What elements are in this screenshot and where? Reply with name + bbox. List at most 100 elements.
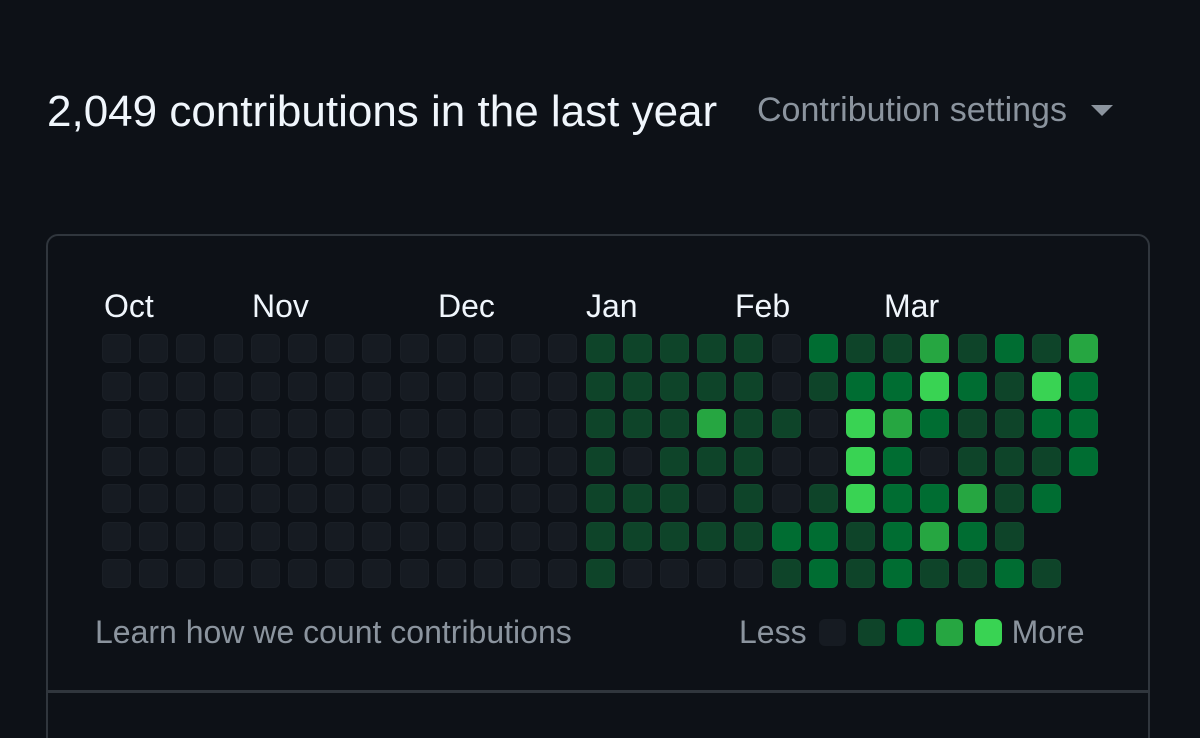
contribution-cell[interactable] bbox=[623, 559, 652, 588]
contribution-cell[interactable] bbox=[809, 559, 838, 588]
contribution-cell[interactable] bbox=[883, 447, 912, 476]
contribution-cell[interactable] bbox=[362, 447, 391, 476]
contribution-cell[interactable] bbox=[586, 484, 615, 513]
contribution-cell[interactable] bbox=[660, 447, 689, 476]
contribution-cell[interactable] bbox=[474, 372, 503, 401]
contribution-cell[interactable] bbox=[772, 447, 801, 476]
contribution-cell[interactable] bbox=[883, 409, 912, 438]
contribution-cell[interactable] bbox=[846, 409, 875, 438]
contribution-cell[interactable] bbox=[474, 409, 503, 438]
contribution-cell[interactable] bbox=[1032, 559, 1061, 588]
contribution-cell[interactable] bbox=[251, 522, 280, 551]
contribution-cell[interactable] bbox=[772, 522, 801, 551]
contribution-cell[interactable] bbox=[400, 372, 429, 401]
contribution-cell[interactable] bbox=[809, 409, 838, 438]
contribution-cell[interactable] bbox=[325, 484, 354, 513]
contribution-cell[interactable] bbox=[846, 559, 875, 588]
contribution-cell[interactable] bbox=[511, 559, 540, 588]
contribution-cell[interactable] bbox=[251, 409, 280, 438]
contribution-cell[interactable] bbox=[846, 447, 875, 476]
contribution-cell[interactable] bbox=[139, 447, 168, 476]
contribution-cell[interactable] bbox=[176, 559, 205, 588]
contribution-cell[interactable] bbox=[697, 409, 726, 438]
contribution-cell[interactable] bbox=[809, 372, 838, 401]
contribution-cell[interactable] bbox=[958, 484, 987, 513]
contribution-cell[interactable] bbox=[362, 484, 391, 513]
contribution-cell[interactable] bbox=[437, 372, 466, 401]
contribution-cell[interactable] bbox=[697, 334, 726, 363]
contribution-cell[interactable] bbox=[1032, 334, 1061, 363]
contribution-cell[interactable] bbox=[846, 484, 875, 513]
contribution-cell[interactable] bbox=[586, 447, 615, 476]
contribution-cell[interactable] bbox=[548, 372, 577, 401]
contribution-cell[interactable] bbox=[362, 334, 391, 363]
contribution-cell[interactable] bbox=[958, 522, 987, 551]
contribution-cell[interactable] bbox=[400, 334, 429, 363]
contribution-cell[interactable] bbox=[400, 484, 429, 513]
contribution-cell[interactable] bbox=[1069, 372, 1098, 401]
contribution-cell[interactable] bbox=[362, 409, 391, 438]
contribution-cell[interactable] bbox=[325, 559, 354, 588]
contribution-cell[interactable] bbox=[1069, 409, 1098, 438]
contribution-cell[interactable] bbox=[176, 372, 205, 401]
contribution-cell[interactable] bbox=[474, 484, 503, 513]
learn-how-we-count-link[interactable]: Learn how we count contributions bbox=[95, 614, 572, 650]
contribution-cell[interactable] bbox=[176, 484, 205, 513]
contribution-cell[interactable] bbox=[623, 484, 652, 513]
contribution-cell[interactable] bbox=[325, 334, 354, 363]
contribution-settings-dropdown[interactable]: Contribution settings bbox=[757, 88, 1113, 132]
contribution-cell[interactable] bbox=[1069, 334, 1098, 363]
contribution-cell[interactable] bbox=[1069, 447, 1098, 476]
contribution-cell[interactable] bbox=[288, 522, 317, 551]
contribution-cell[interactable] bbox=[734, 522, 763, 551]
contribution-cell[interactable] bbox=[325, 522, 354, 551]
contribution-cell[interactable] bbox=[734, 484, 763, 513]
contribution-cell[interactable] bbox=[325, 372, 354, 401]
contribution-cell[interactable] bbox=[623, 447, 652, 476]
contribution-cell[interactable] bbox=[958, 447, 987, 476]
contribution-cell[interactable] bbox=[734, 447, 763, 476]
contribution-cell[interactable] bbox=[288, 447, 317, 476]
contribution-cell[interactable] bbox=[548, 559, 577, 588]
contribution-cell[interactable] bbox=[548, 334, 577, 363]
contribution-cell[interactable] bbox=[437, 484, 466, 513]
contribution-cell[interactable] bbox=[437, 447, 466, 476]
contribution-cell[interactable] bbox=[176, 334, 205, 363]
contribution-cell[interactable] bbox=[995, 447, 1024, 476]
contribution-cell[interactable] bbox=[437, 334, 466, 363]
contribution-cell[interactable] bbox=[1032, 484, 1061, 513]
contribution-cell[interactable] bbox=[772, 334, 801, 363]
contribution-cell[interactable] bbox=[660, 484, 689, 513]
contribution-cell[interactable] bbox=[511, 334, 540, 363]
contribution-cell[interactable] bbox=[883, 372, 912, 401]
contribution-cell[interactable] bbox=[511, 447, 540, 476]
contribution-cell[interactable] bbox=[883, 522, 912, 551]
contribution-cell[interactable] bbox=[772, 484, 801, 513]
contribution-cell[interactable] bbox=[288, 372, 317, 401]
contribution-cell[interactable] bbox=[623, 372, 652, 401]
contribution-cell[interactable] bbox=[102, 447, 131, 476]
contribution-cell[interactable] bbox=[251, 334, 280, 363]
contribution-cell[interactable] bbox=[176, 522, 205, 551]
contribution-cell[interactable] bbox=[176, 409, 205, 438]
contribution-cell[interactable] bbox=[772, 409, 801, 438]
contribution-cell[interactable] bbox=[214, 409, 243, 438]
contribution-cell[interactable] bbox=[1032, 447, 1061, 476]
contribution-cell[interactable] bbox=[214, 522, 243, 551]
contribution-cell[interactable] bbox=[660, 372, 689, 401]
contribution-cell[interactable] bbox=[697, 484, 726, 513]
contribution-cell[interactable] bbox=[586, 334, 615, 363]
contribution-cell[interactable] bbox=[288, 334, 317, 363]
contribution-cell[interactable] bbox=[883, 559, 912, 588]
contribution-cell[interactable] bbox=[920, 334, 949, 363]
contribution-cell[interactable] bbox=[995, 484, 1024, 513]
contribution-cell[interactable] bbox=[995, 372, 1024, 401]
contribution-cell[interactable] bbox=[214, 484, 243, 513]
contribution-cell[interactable] bbox=[958, 559, 987, 588]
contribution-cell[interactable] bbox=[102, 484, 131, 513]
contribution-cell[interactable] bbox=[214, 334, 243, 363]
contribution-cell[interactable] bbox=[400, 559, 429, 588]
contribution-cell[interactable] bbox=[920, 522, 949, 551]
contribution-cell[interactable] bbox=[362, 372, 391, 401]
contribution-cell[interactable] bbox=[586, 559, 615, 588]
